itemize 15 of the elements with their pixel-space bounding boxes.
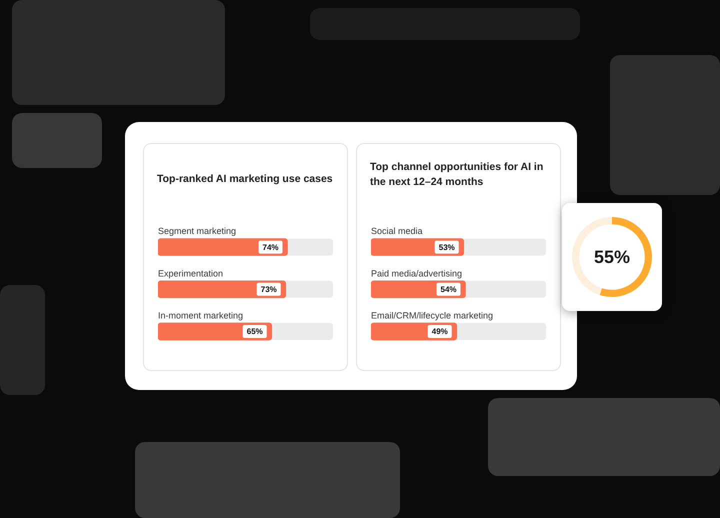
data-label: 54% [440, 285, 456, 294]
data-label: 55% [594, 246, 630, 267]
data-label: 74% [262, 242, 278, 252]
y-tick-label: Email/CRM/lifecycle marketing [371, 310, 494, 320]
y-tick-label: Paid media/advertising [371, 268, 462, 278]
y-tick-label: Segment marketing [158, 226, 236, 236]
data-label: 65% [246, 327, 263, 336]
y-tick-label: Experimentation [158, 268, 224, 278]
chart-title: Top-ranked AI marketing use cases [157, 172, 334, 187]
y-tick-label: Social media [371, 226, 423, 236]
y-tick-label: In-moment marketing [158, 310, 244, 320]
chart-title: Top channel opportunities for AI in the next 12–24 months [370, 160, 544, 190]
data-label: 73% [260, 285, 277, 294]
data-label: 49% [432, 327, 448, 336]
data-label: 53% [438, 242, 455, 252]
